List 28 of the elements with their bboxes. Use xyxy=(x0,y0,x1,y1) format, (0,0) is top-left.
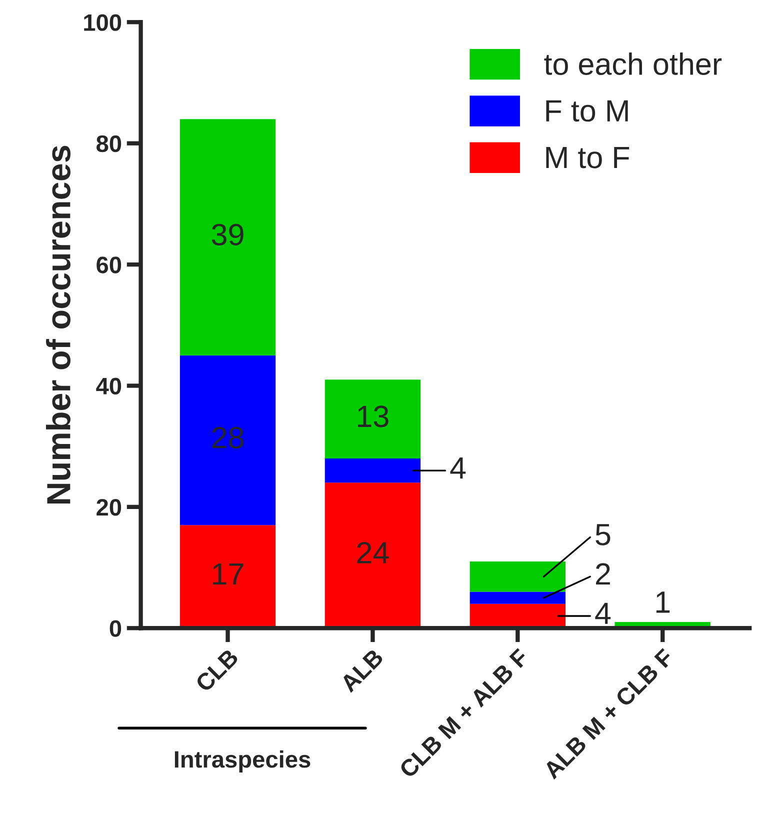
y-tick-label: 60 xyxy=(96,256,122,274)
bar xyxy=(324,380,421,458)
legend-label: F to M xyxy=(546,100,628,122)
legend-label: M to F xyxy=(546,147,630,168)
data-label: 1 xyxy=(656,592,670,613)
x-tick-label: CLB xyxy=(194,648,240,693)
data-label: 4 xyxy=(595,602,611,624)
bar xyxy=(180,355,276,526)
bar xyxy=(470,592,566,604)
data-label: 2 xyxy=(596,563,610,585)
bar xyxy=(180,119,276,356)
data-label: 39 xyxy=(212,224,244,246)
data-label: 24 xyxy=(357,542,389,564)
data-label: 4 xyxy=(450,457,466,478)
y-tick-label: 100 xyxy=(84,14,122,31)
bar xyxy=(470,561,566,592)
legend-label: to each other xyxy=(544,52,722,75)
data-label: 13 xyxy=(358,406,388,428)
y-tick-label: 40 xyxy=(96,378,122,395)
data-label: 28 xyxy=(212,426,244,448)
y-tick-label: 0 xyxy=(110,620,122,637)
data-label: 5 xyxy=(596,524,610,546)
bar xyxy=(324,458,421,483)
y-tick-label: 20 xyxy=(96,498,122,516)
y-tick-label: 80 xyxy=(96,135,122,152)
text: Intraspecies xyxy=(174,750,310,772)
y-axis-title: Number of occurences xyxy=(46,146,70,504)
data-label: 17 xyxy=(213,563,244,585)
